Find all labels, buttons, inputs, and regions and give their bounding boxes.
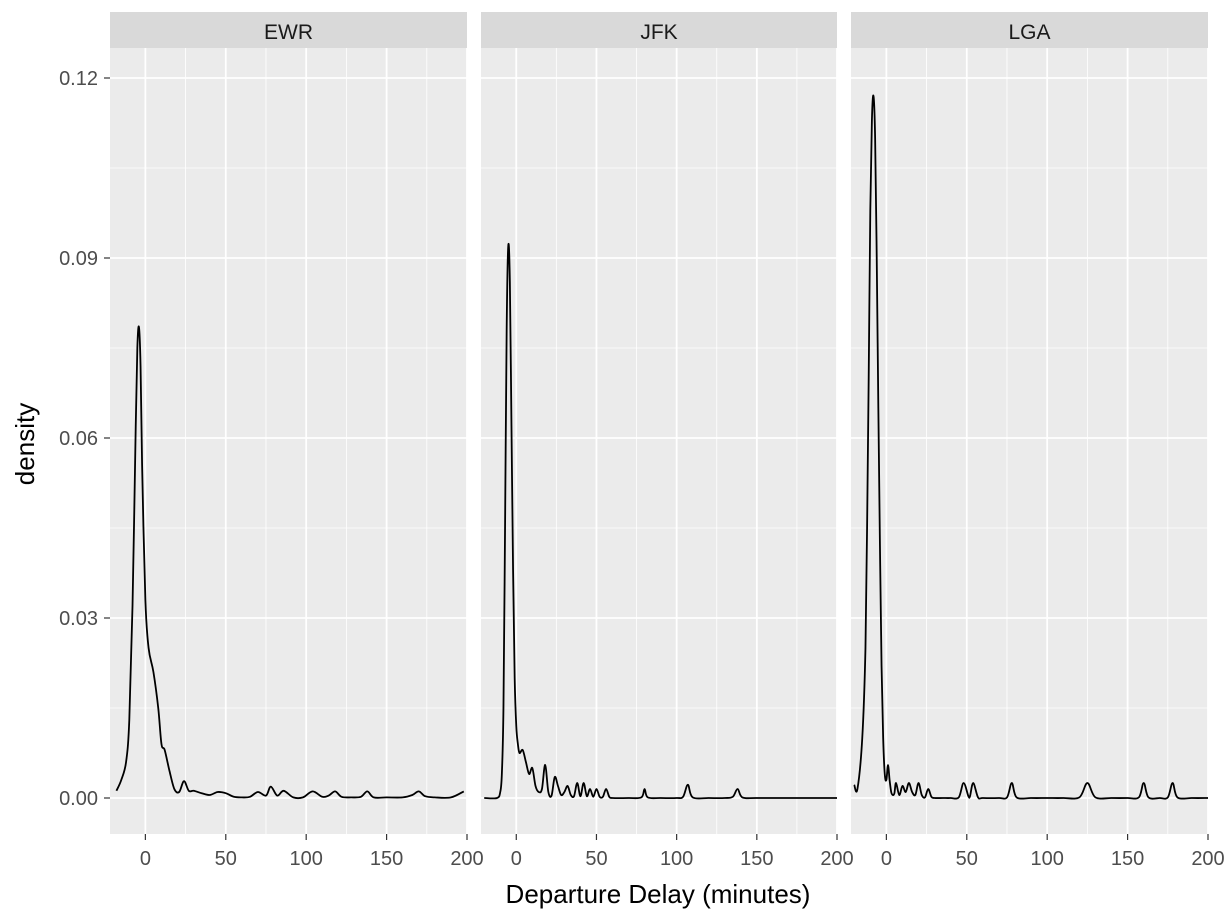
panel-background: [481, 48, 837, 834]
y-tick-label: 0.09: [59, 248, 98, 270]
facet-panels: EWR JFK LGA: [110, 12, 1209, 834]
x-tick-label: 50: [585, 848, 607, 870]
panel-background: [851, 48, 1208, 834]
x-tick-label: 50: [215, 848, 237, 870]
y-axis-title: density: [10, 403, 40, 485]
x-tick-label: 100: [290, 848, 323, 870]
x-axis-title: Departure Delay (minutes): [506, 879, 811, 909]
panel-background: [110, 48, 467, 834]
density-line-jfk: [484, 243, 837, 800]
facet-strip: [481, 12, 837, 48]
facet-panel-jfk: JFK: [481, 12, 838, 834]
x-tick-label: 150: [1111, 848, 1144, 870]
x-tick-label: 0: [511, 848, 522, 870]
facet-panel-lga: LGA: [851, 12, 1209, 834]
x-tick-label: 150: [740, 848, 773, 870]
x-tick-label: 200: [450, 848, 483, 870]
y-axis: 0.00 0.03 0.06 0.09 0.12: [59, 68, 110, 810]
x-axis-ewr: 0 50 100 150 200: [140, 834, 484, 870]
y-tick-label: 0.03: [59, 608, 98, 630]
x-tick-label: 200: [1191, 848, 1224, 870]
x-tick-label: 200: [820, 848, 853, 870]
x-tick-label: 150: [370, 848, 403, 870]
y-tick-label: 0.06: [59, 428, 98, 450]
x-axis-jfk: 0 50 100 150 200: [511, 834, 854, 870]
x-tick-label: 0: [881, 848, 892, 870]
density-line-ewr: [115, 325, 465, 800]
facet-strip-label: EWR: [264, 21, 313, 44]
x-axes: 0 50 100 150 200 0 50 100 150 200 0 50 100 150 200: [140, 834, 1225, 870]
x-tick-label: 50: [956, 848, 978, 870]
x-tick-label: 100: [1031, 848, 1064, 870]
facet-panel-ewr: EWR: [110, 12, 468, 834]
y-tick-label: 0.00: [59, 788, 98, 810]
facet-strip-label: JFK: [640, 21, 677, 44]
x-tick-label: 100: [660, 848, 693, 870]
density-line-lga: [853, 94, 1209, 800]
facet-strip: [110, 12, 467, 48]
y-tick-label: 0.12: [59, 68, 98, 90]
x-axis-lga: 0 50 100 150 200: [881, 834, 1225, 870]
x-tick-label: 0: [140, 848, 151, 870]
facet-strip: [851, 12, 1208, 48]
facet-strip-label: LGA: [1008, 21, 1050, 44]
